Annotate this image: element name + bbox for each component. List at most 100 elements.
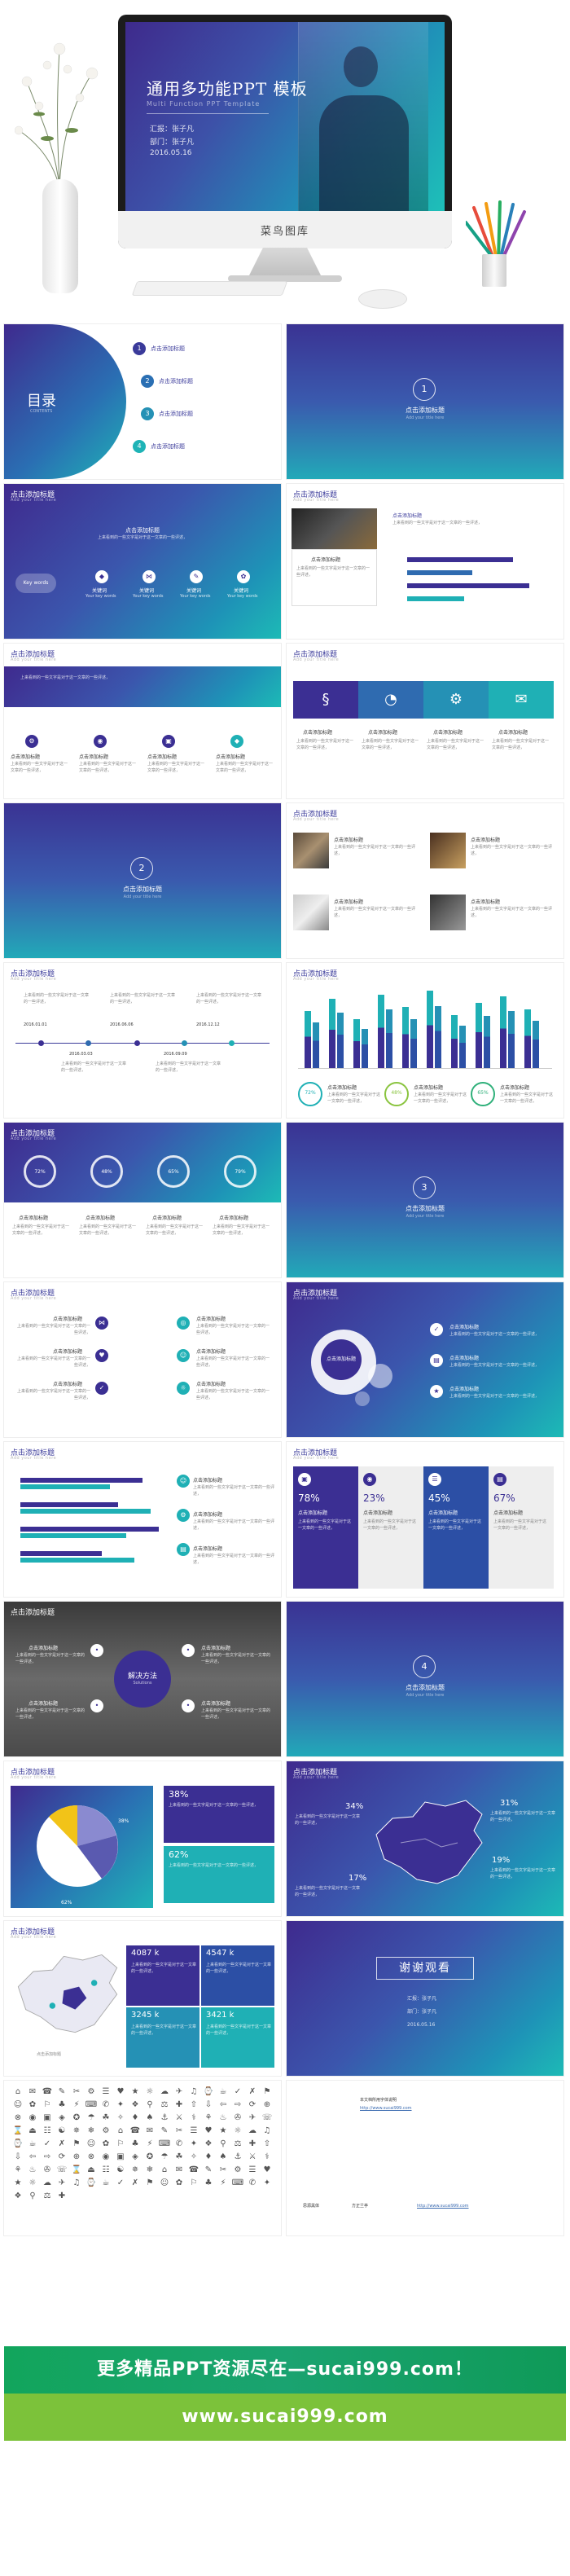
- gear-icon: ⚙: [423, 681, 489, 719]
- hero-meta-line: 部门：张子凡: [150, 138, 195, 147]
- item-text: 上来看到的一些文字是对于这一文章的一些评述，: [334, 907, 416, 918]
- feature-text: 上来看到的一些文字是对于这一文章的一些评述，: [79, 762, 137, 773]
- slide-icon-list[interactable]: 点击添加标题 Add your title here ⋈ ♥ ✓ ◎ ☺ ☼ 点…: [4, 1282, 281, 1437]
- library-icon: ⌂: [161, 2165, 168, 2174]
- slide-icon-tiles[interactable]: 点击添加标题 Add your title here § ◔ ⚙ ✉ 点击添加标…: [287, 644, 563, 798]
- keyword-sub: Your key words: [227, 594, 258, 599]
- map-text: 上来看到的一些文字是对于这一文章的一些评述，: [295, 1886, 361, 1897]
- slide-section-4[interactable]: 4 点击添加标题 Add your title here: [287, 1602, 563, 1756]
- library-icon: ⚖: [160, 2100, 169, 2109]
- hero-mockup: 通用多功能PPT 模板 Multi Function PPT Template …: [0, 0, 570, 318]
- map-stat: 31%: [500, 1799, 519, 1808]
- library-icon: ⚲: [147, 2100, 153, 2109]
- slide-keywords[interactable]: 点击添加标题 Add your title here 点击添加标题 上来看到的一…: [4, 484, 281, 639]
- stat-text: 上来看到的一些文字是对于这一文章的一些评述，: [428, 1519, 482, 1531]
- list-text: 上来看到的一些文字是对于这一文章的一些评述，: [196, 1356, 270, 1368]
- library-icon: ☯: [116, 2165, 125, 2174]
- china-text: 上来看到的一些文字是对于这一文章的一些评述，: [131, 2024, 197, 2036]
- library-icon: ✦: [190, 2139, 198, 2148]
- banner-text: 上来看到的一些文字是对于这一文章的一些评述，: [97, 535, 187, 540]
- feature-text: 上来看到的一些文字是对于这一文章的一些评述，: [216, 762, 274, 773]
- slide-credits[interactable]: 本文档所用字体说明 http://www.sucai999.com 思源黑体 方…: [287, 2081, 563, 2235]
- slide-hbar-chart[interactable]: 点击添加标题 Add your title here ☺ ⚙ ▤ 点击添加标题 …: [4, 1442, 281, 1597]
- slide-toc[interactable]: 目录 CONTENTS 1 点击添加标题 2 点击添加标题 3 点击添加标题 4 点击添…: [4, 324, 281, 479]
- slide-title: 点击添加标题: [11, 970, 55, 978]
- library-icon: ★: [219, 2126, 227, 2135]
- list-text: 上来看到的一些文字是对于这一文章的一些评述，: [196, 1324, 270, 1335]
- item-title: 点击添加标题: [193, 1512, 223, 1518]
- slide-timeline[interactable]: 点击添加标题 Add your title here 上来看到的一些文字是对于这…: [4, 963, 281, 1118]
- feature-text: 上来看到的一些文字是对于这一文章的一些评述，: [11, 762, 68, 773]
- library-icon: ⚘: [14, 2165, 22, 2174]
- slide-china-stats[interactable]: 点击添加标题 Add your title here 点击添加标题 4087 k…: [4, 1921, 281, 2076]
- slide-stat-cards[interactable]: 点击添加标题 Add your title here ▣ ◉ ☰ ▤ 78% 2…: [287, 1442, 563, 1597]
- ring-title: 点击添加标题: [86, 1215, 116, 1221]
- china-stat: 4087 k: [131, 1949, 160, 1958]
- credits-link[interactable]: http://www.sucai999.com: [417, 2204, 469, 2209]
- slide-thanks[interactable]: 谢谢观看 汇报：张子凡 部门：张子凡 2016.05.16: [287, 1921, 563, 2076]
- globe-icon: ◉: [94, 735, 107, 748]
- list-title: 点击添加标题: [196, 1317, 226, 1322]
- hbar: [20, 1527, 159, 1532]
- brand-label: 菜鸟图库: [118, 211, 452, 248]
- slide-section-3[interactable]: 3 点击添加标题 Add your title here: [287, 1123, 563, 1277]
- library-icon: ✿: [175, 2178, 183, 2187]
- library-icon: ⚐: [43, 2100, 51, 2109]
- slide-photo-bars[interactable]: 点击添加标题 Add your title here 点击添加标题 上来看到的一…: [287, 484, 563, 639]
- library-icon: ✚: [248, 2139, 256, 2148]
- credits-link[interactable]: http://www.sucai999.com: [360, 2106, 412, 2111]
- map-text: 上来看到的一些文字是对于这一文章的一些评述，: [490, 1868, 556, 1879]
- library-icon: ✇: [234, 2113, 242, 2122]
- slide-solution[interactable]: 点击添加标题 解决方法 Solutions • • • • 点击添加标题 上来看…: [4, 1602, 281, 1756]
- keyword-sub: Your key words: [133, 594, 164, 599]
- promo-url-banner[interactable]: www.sucai999.com: [4, 2394, 566, 2441]
- column-bar: [337, 1013, 344, 1068]
- slide-icon-features[interactable]: 点击添加标题 Add your title here 上来看到的一些文字是对于这…: [4, 644, 281, 798]
- library-icon: ◉: [28, 2113, 37, 2122]
- library-icon: ⚑: [263, 2087, 271, 2096]
- library-icon: ⇦: [219, 2100, 227, 2109]
- bars-title: 点击添加标题: [392, 513, 423, 519]
- slide-subtitle: Add your title here: [293, 817, 340, 822]
- ring-text: 上来看到的一些文字是对于这一文章的一些评述，: [79, 1224, 137, 1236]
- slide-section-2[interactable]: 2 点击添加标题 Add your title here: [4, 803, 281, 958]
- slide-section-1[interactable]: 1 点击添加标题 Add your title here: [287, 324, 563, 479]
- item-text: 上来看到的一些文字是对于这一文章的一些评述，: [15, 1653, 86, 1664]
- dot-icon: •: [182, 1699, 195, 1712]
- stat-value: 23%: [363, 1492, 385, 1504]
- item-title: 点击添加标题: [193, 1546, 223, 1552]
- library-icon: ⌚: [86, 2178, 97, 2187]
- slide-icon-library[interactable]: ⌂ ✉ ☎ ✎ ✂ ⚙ ☰ ♥ ★ ☼ ☁ ✈ ♫ ⌚ ☕ ✓ ✗ ⚑ ☺ ✿ ⚐ ♣ ⚡ ⌨ ✆ ✦ ❖ ⚲ ⚖ ✚ ⇧ ⇩ ⇦ ⇨ ⟳ ⊕ ⊗ ◉ ▣ ◈…: [4, 2081, 281, 2235]
- library-icon: ⊗: [14, 2113, 22, 2122]
- section-subtitle: Add your title here: [406, 415, 445, 420]
- stat-value: 78%: [298, 1492, 320, 1504]
- column-chart: [298, 987, 552, 1069]
- slide-title: 点击添加标题: [11, 1290, 55, 1298]
- column-bar: [402, 1007, 409, 1068]
- thanks-title: 谢谢观看: [376, 1957, 474, 1980]
- tile-text: 上来看到的一些文字是对于这一文章的一些评述，: [296, 739, 354, 750]
- hero-subtitle: Multi Function PPT Template: [147, 100, 261, 108]
- pie-label: 62%: [61, 1900, 72, 1906]
- promo-banner[interactable]: 更多精品PPT资源尽在—sucai999.com！: [4, 2346, 566, 2394]
- slide-bubbles[interactable]: 点击添加标题 Add your title here 点击添加标题 ✓ ▤ ★ …: [287, 1282, 563, 1437]
- slide-column-chart[interactable]: 点击添加标题 Add your title here 72% 48% 65% 点…: [287, 963, 563, 1118]
- slide-photo-grid[interactable]: 点击添加标题 Add your title here 点击添加标题 上来看到的一…: [287, 803, 563, 958]
- chart-icon: ▣: [162, 735, 175, 748]
- section-number: 1: [413, 378, 436, 401]
- tile-text: 上来看到的一些文字是对于这一文章的一些评述，: [362, 739, 419, 750]
- library-icon: ✗: [131, 2178, 139, 2187]
- slide-pie[interactable]: 点击添加标题 Add your title here 38% 62% 38% 上…: [4, 1761, 281, 1916]
- stat-text: 上来看到的一些文字是对于这一文章的一些评述，: [493, 1519, 547, 1531]
- slide-title: 点击添加标题: [11, 651, 55, 659]
- slide-subtitle: Add your title here: [293, 977, 340, 982]
- keyword-label: 关键词: [92, 588, 107, 594]
- drop-icon: ◆: [230, 735, 243, 748]
- library-icon: ☺: [13, 2100, 23, 2109]
- library-icon: ❖: [204, 2139, 213, 2148]
- slide-percent-rings[interactable]: 点击添加标题 Add your title here 72% 48% 65% 7…: [4, 1123, 281, 1277]
- slide-map[interactable]: 点击添加标题 Add your title here 34% 31% 17% 1…: [287, 1761, 563, 1916]
- library-icon: ☰: [248, 2165, 256, 2174]
- pie-chart: [37, 1805, 118, 1887]
- library-icon: ✧: [190, 2152, 198, 2161]
